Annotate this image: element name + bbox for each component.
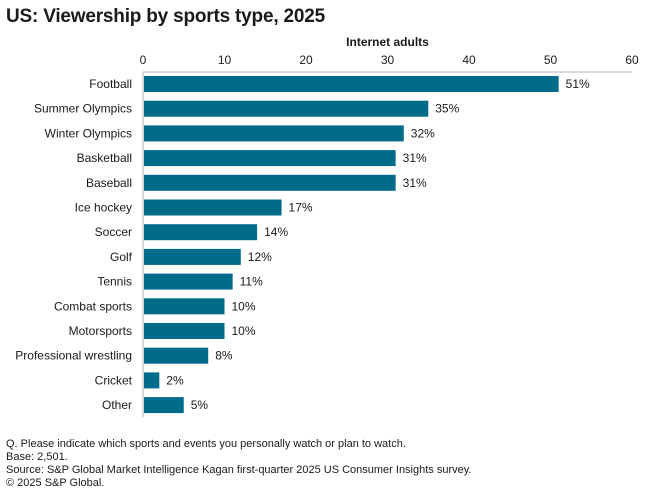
data-label: 12%	[248, 250, 272, 264]
category-label: Baseball	[86, 176, 132, 190]
bar	[144, 199, 282, 216]
bar	[144, 100, 429, 117]
footnote-source: Source: S&P Global Market Intelligence K…	[6, 464, 472, 476]
data-label: 11%	[240, 275, 263, 289]
bar	[144, 248, 241, 265]
data-label: 32%	[411, 126, 435, 140]
data-label: 17%	[289, 201, 313, 215]
x-axis-title: Internet adults	[346, 35, 429, 49]
bar	[144, 150, 396, 167]
chart-title: US: Viewership by sports type, 2025	[6, 6, 325, 27]
category-label: Tennis	[97, 275, 132, 289]
category-label: Football	[89, 77, 132, 91]
footnote-base: Base: 2,501.	[6, 451, 68, 463]
bar	[144, 174, 396, 191]
category-label: Soccer	[95, 225, 132, 239]
data-label: 31%	[403, 151, 427, 165]
category-label: Summer Olympics	[34, 102, 132, 116]
footnotes: Q. Please indicate which sports and even…	[6, 438, 472, 490]
data-label: 51%	[566, 77, 590, 91]
data-label: 8%	[215, 349, 233, 363]
category-label: Golf	[110, 250, 133, 264]
bar	[144, 125, 404, 142]
x-tick-label: 10	[218, 53, 232, 67]
bar	[144, 323, 225, 339]
category-label: Ice hockey	[75, 201, 132, 215]
x-tick-label: 60	[625, 53, 639, 67]
bar	[144, 76, 559, 92]
category-label: Cricket	[95, 373, 133, 387]
category-label: Combat sports	[54, 299, 132, 313]
data-label: 35%	[435, 102, 459, 116]
bar	[144, 372, 160, 389]
bar	[144, 298, 225, 315]
bar	[144, 224, 258, 241]
data-label: 14%	[264, 225, 288, 239]
data-label: 2%	[166, 373, 184, 387]
data-label: 10%	[232, 299, 256, 313]
footnote-copyright: © 2025 S&P Global.	[6, 477, 105, 489]
x-tick-label: 30	[381, 53, 395, 67]
category-label: Basketball	[77, 151, 132, 165]
category-label: Professional wrestling	[15, 349, 132, 363]
x-tick-label: 20	[299, 53, 313, 67]
category-label: Other	[102, 398, 132, 412]
bar	[144, 273, 233, 290]
data-label: 5%	[191, 398, 209, 412]
x-tick-label: 40	[462, 53, 476, 67]
data-label: 31%	[403, 176, 427, 190]
category-label: Winter Olympics	[45, 126, 132, 140]
bar	[144, 347, 209, 364]
x-tick-label: 0	[140, 53, 147, 67]
bar	[144, 397, 184, 414]
data-label: 10%	[232, 324, 256, 338]
x-tick-label: 50	[544, 53, 558, 67]
footnote-question: Q. Please indicate which sports and even…	[6, 438, 406, 450]
category-label: Motorsports	[69, 324, 132, 338]
